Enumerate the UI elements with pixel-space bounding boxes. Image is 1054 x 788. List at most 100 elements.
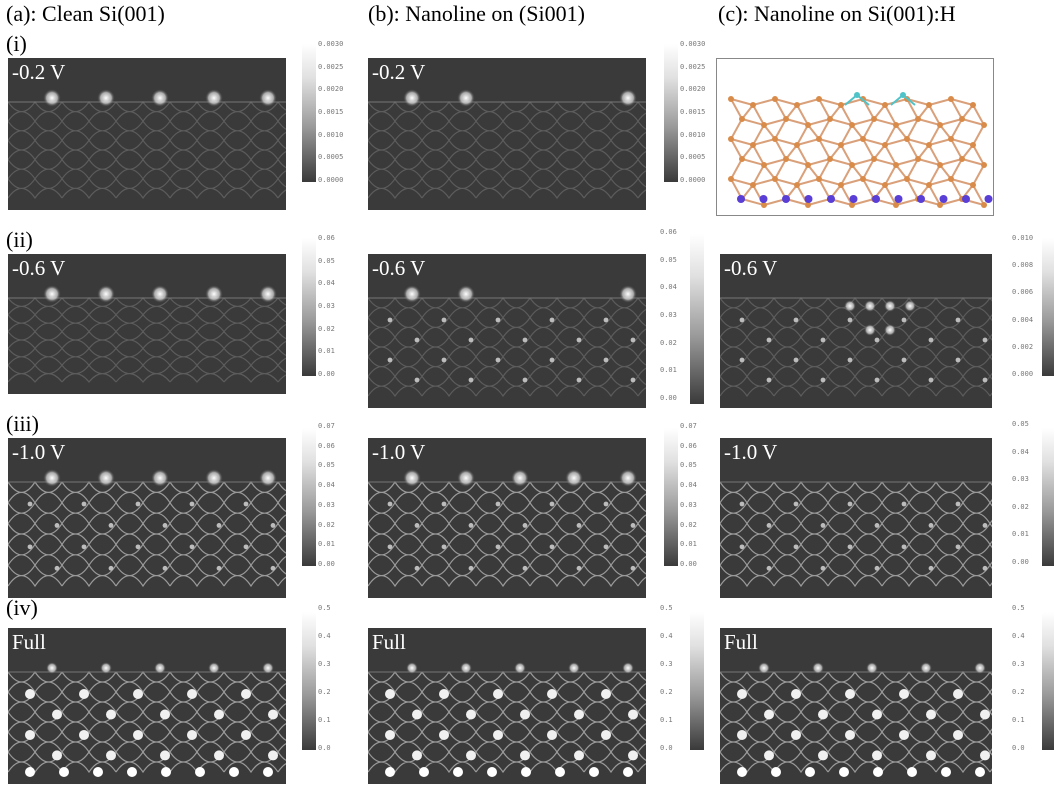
stm-panel-a-ii: -0.6 V (8, 254, 286, 394)
bias-label: Full (372, 630, 406, 654)
colorbar-tick-label: 0.03 (680, 500, 697, 509)
stm-panel-b-iii: -1.0 V (368, 438, 646, 598)
colorbar-ticks-c-ii: 0.010 0.008 0.006 0.004 0.002 0.000 (1012, 234, 1044, 380)
colorbar-tick-label: 0.04 (680, 481, 697, 490)
stm-image (720, 296, 992, 398)
stm-panel-a-i: -0.2 V (8, 58, 286, 210)
stm-image (368, 285, 646, 398)
stm-image (8, 469, 286, 588)
colorbar-tick-label: 0.5 (660, 604, 673, 612)
column-title-a: (a): Clean Si(001) (6, 1, 165, 26)
row-label-iv: (iv) (6, 595, 38, 620)
column-title-c: (c): Nanoline on Si(001):H (718, 1, 956, 26)
colorbar-c-iv (1042, 612, 1054, 750)
colorbar-tick-label: 0.02 (680, 520, 697, 529)
colorbar-ticks-a-iii: 0.07 0.06 0.05 0.04 0.03 0.02 0.01 0.00 (318, 422, 350, 570)
colorbar-a-iv (302, 612, 316, 750)
bias-label: -1.0 V (724, 440, 778, 464)
colorbar-tick-label: 0.02 (318, 520, 335, 529)
bias-label: -0.2 V (372, 60, 426, 84)
colorbar-tick-label: 0.002 (1012, 342, 1034, 351)
colorbar-tick-label: 0.05 (318, 256, 335, 265)
colorbar-tick-label: 0.3 (318, 660, 331, 668)
structure-svg (728, 92, 993, 208)
colorbar-ticks-b-iii: 0.07 0.06 0.05 0.04 0.03 0.02 0.01 0.00 (680, 422, 712, 570)
colorbar-tick-label: 0.0030 (318, 40, 344, 48)
stm-image (8, 285, 286, 383)
stm-image (720, 480, 992, 588)
colorbar-tick-label: 0.05 (660, 255, 677, 264)
stm-image (368, 662, 646, 777)
colorbar-b-i (664, 44, 678, 182)
stm-panel-c-iii: -1.0 V (720, 438, 992, 598)
bias-label: -0.6 V (724, 256, 778, 280)
stm-panel-a-iv: Full (8, 628, 286, 784)
colorbar-tick-label: 0.0000 (680, 176, 706, 184)
colorbar-tick-label: 0.2 (660, 688, 673, 696)
colorbar-tick-label: 0.4 (1012, 632, 1025, 640)
colorbar-tick-label: 0.0010 (680, 130, 706, 139)
bias-label: -0.6 V (372, 256, 426, 280)
colorbar-tick-label: 0.01 (660, 366, 677, 375)
colorbar-tick-label: 0.02 (318, 324, 335, 333)
colorbar-tick-label: 0.01 (318, 347, 335, 356)
colorbar-tick-label: 0.05 (680, 461, 697, 470)
stm-panel-c-ii: -0.6 V (720, 254, 992, 408)
colorbar-tick-label: 0.05 (318, 461, 335, 470)
colorbar-tick-label: 0.06 (318, 234, 335, 242)
colorbar-tick-label: 0.0025 (318, 62, 344, 71)
colorbar-tick-label: 0.3 (1012, 660, 1025, 668)
row-label-i: (i) (6, 31, 27, 56)
colorbar-tick-label: 0.02 (1012, 502, 1029, 511)
colorbar-tick-label: 0.01 (680, 540, 697, 549)
colorbar-tick-label: 0.00 (318, 560, 335, 568)
colorbar-tick-label: 0.00 (680, 560, 697, 568)
stm-panel-c-iv: Full (720, 628, 992, 784)
colorbar-ticks-a-iv: 0.5 0.4 0.3 0.2 0.1 0.0 (318, 604, 350, 754)
colorbar-ticks-b-i: 0.0030 0.0025 0.0020 0.0015 0.0010 0.0005 0.00… (680, 40, 712, 186)
colorbar-tick-label: 0.02 (660, 338, 677, 347)
colorbar-tick-label: 0.03 (318, 500, 335, 509)
colorbar-tick-label: 0.0 (1012, 744, 1025, 752)
colorbar-tick-label: 0.0025 (680, 62, 706, 71)
stm-panel-b-iv: Full (368, 628, 646, 784)
bias-label: -1.0 V (12, 440, 66, 464)
colorbar-ticks-a-i: 0.0030 0.0025 0.0020 0.0015 0.0010 0.0005 0.00… (318, 40, 350, 186)
colorbar-tick-label: 0.0000 (318, 176, 344, 184)
stm-image (8, 89, 286, 200)
colorbar-tick-label: 0.004 (1012, 315, 1034, 324)
row-label-iii: (iii) (6, 411, 39, 436)
colorbar-tick-label: 0.4 (318, 632, 331, 640)
colorbar-tick-label: 0.1 (318, 716, 331, 724)
colorbar-tick-label: 0.4 (660, 632, 673, 640)
colorbar-tick-label: 0.0 (660, 744, 673, 752)
colorbar-tick-label: 0.5 (318, 604, 331, 612)
colorbar-ticks-c-iv: 0.5 0.4 0.3 0.2 0.1 0.0 (1012, 604, 1044, 754)
colorbar-tick-label: 0.07 (680, 422, 697, 430)
colorbar-tick-label: 0.04 (1012, 447, 1029, 456)
column-title-b: (b): Nanoline on (Si001) (368, 1, 585, 26)
colorbar-tick-label: 0.008 (1012, 261, 1034, 270)
stm-image (720, 662, 992, 777)
stm-image (368, 89, 646, 200)
colorbar-b-iii (664, 428, 678, 566)
colorbar-tick-label: 0.2 (1012, 688, 1025, 696)
colorbar-tick-label: 0.5 (1012, 604, 1025, 612)
colorbar-a-ii (302, 238, 316, 376)
colorbar-tick-label: 0.0005 (680, 153, 706, 162)
colorbar-ticks-a-ii: 0.06 0.05 0.04 0.03 0.02 0.01 0.00 (318, 234, 350, 380)
colorbar-tick-label: 0.00 (318, 370, 335, 378)
bias-label: -0.2 V (12, 60, 66, 84)
colorbar-tick-label: 0.0 (318, 744, 331, 752)
colorbar-tick-label: 0.03 (660, 311, 677, 319)
stm-image (8, 662, 286, 777)
colorbar-b-iv (690, 612, 704, 750)
colorbar-tick-label: 0.06 (660, 228, 677, 236)
colorbar-b-ii (690, 234, 704, 404)
stm-panel-b-i: -0.2 V (368, 58, 646, 210)
colorbar-tick-label: 0.0030 (680, 40, 706, 48)
stm-panel-b-ii: -0.6 V (368, 254, 646, 408)
colorbar-tick-label: 0.03 (1012, 475, 1029, 484)
colorbar-a-i (302, 44, 316, 182)
colorbar-tick-label: 0.00 (660, 394, 677, 402)
